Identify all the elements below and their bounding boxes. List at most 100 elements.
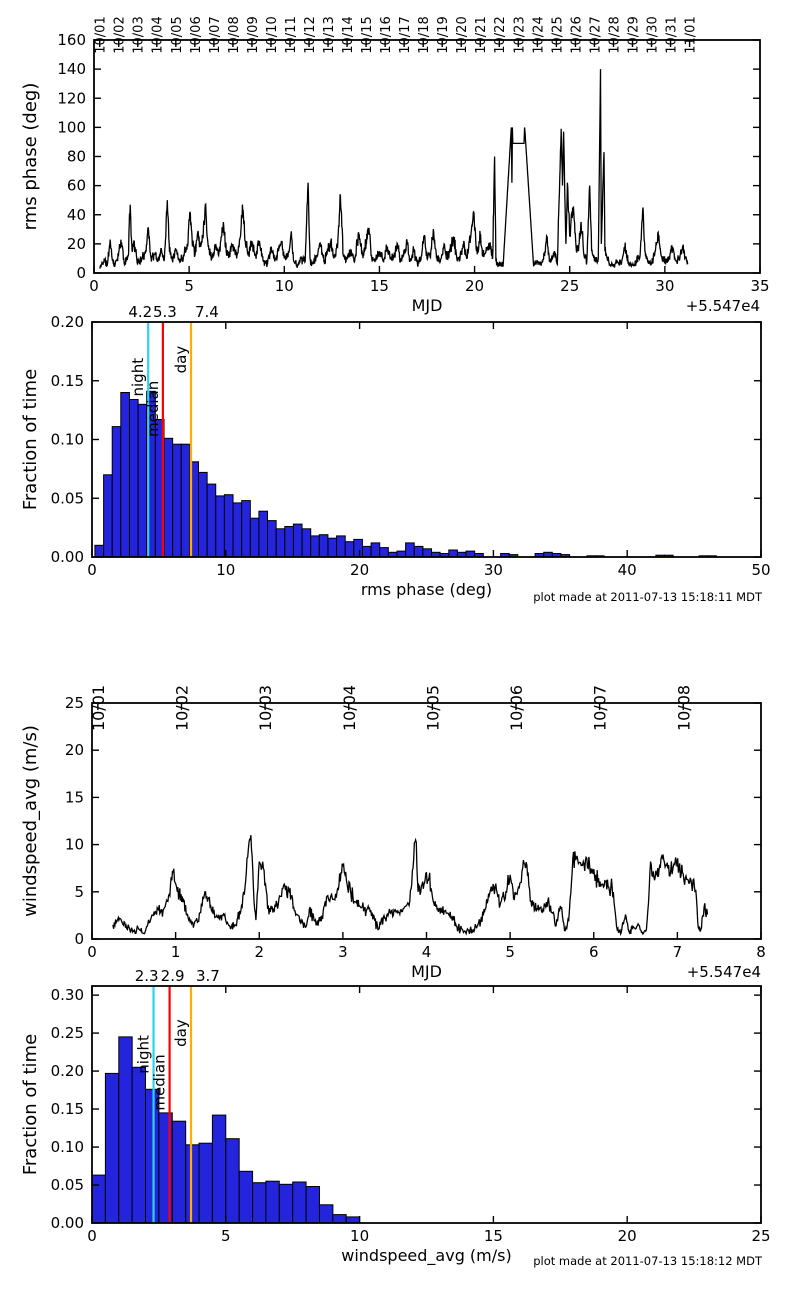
median-name-label: median: [144, 381, 162, 437]
rms-phase-timeseries-ylabel: rms phase (deg): [20, 83, 41, 231]
histogram-bar: [353, 538, 363, 558]
histogram-bar: [215, 495, 225, 558]
histogram-bar: [278, 1183, 294, 1224]
date-tick-label: 10/22: [493, 16, 508, 53]
histogram-bar: [104, 1072, 120, 1224]
histogram-bar: [225, 1138, 240, 1224]
date-tick-label: 10/01: [89, 685, 108, 731]
day-name-label: day: [172, 1019, 190, 1047]
histogram-bar: [362, 545, 372, 558]
histogram-bar: [275, 528, 286, 558]
night-value-label: 4.2: [128, 303, 152, 321]
histogram-bar: [131, 1066, 146, 1224]
histogram-bar: [232, 502, 243, 558]
rms-phase-timeseries-panel: 0 5 10 15 20 25 30 35 0 20 40 60 80 100 120 140 160 10/01…: [20, 16, 770, 315]
y-tick-label: 40: [67, 206, 86, 224]
rms-phase-timeseries-date-axis: 10/01 10/02 10/03 10/04 10/05 10/06 10/07 10/08…: [94, 16, 699, 53]
x-tick-label: 6: [589, 943, 599, 961]
median-marker: 2.9 median: [151, 967, 185, 1223]
date-tick-label: 10/07: [208, 16, 223, 53]
date-tick-label: 10/29: [626, 16, 641, 53]
date-tick-label: 10/04: [151, 16, 166, 53]
rms-phase-timeseries-x-offset-label: +5.547e4: [686, 297, 760, 315]
y-tick-label: 0.10: [51, 431, 84, 449]
date-tick-label: 10/11: [284, 16, 299, 53]
date-tick-label: 10/21: [474, 16, 489, 53]
x-tick-label: 5: [221, 1227, 231, 1245]
y-tick-label: 60: [67, 177, 86, 195]
median-value-label: 5.3: [153, 303, 177, 321]
histogram-bar: [258, 510, 269, 558]
x-tick-label: 15: [484, 1227, 503, 1245]
date-tick-label: 10/03: [256, 685, 275, 731]
histogram-bar: [292, 1181, 307, 1224]
y-tick-label: 0.15: [51, 1100, 84, 1118]
windspeed-timeseries-date-axis: 10/01 10/02 10/03 10/04 10/05 10/06 10/07 10/08: [89, 685, 693, 731]
histogram-bar: [332, 1214, 347, 1224]
date-tick-label: 10/01: [94, 16, 109, 53]
histogram-bar: [238, 1170, 254, 1224]
day-value-label: 3.7: [196, 967, 220, 985]
histogram-bar: [94, 544, 105, 558]
rms-phase-timeseries-series-line: [99, 69, 689, 269]
windspeed-histogram-y-axis: 0.00 0.05 0.10 0.15 0.20 0.25 0.30: [51, 986, 761, 1232]
y-tick-label: 0: [76, 264, 86, 282]
x-tick-label: 35: [750, 277, 769, 295]
day-marker: 7.4 day: [172, 303, 219, 557]
date-tick-label: 10/28: [607, 16, 622, 53]
y-tick-label: 0.00: [51, 548, 84, 566]
date-tick-label: 10/06: [507, 685, 526, 731]
x-tick-label: 15: [370, 277, 389, 295]
histogram-bar: [336, 535, 346, 558]
date-tick-label: 10/05: [170, 16, 185, 53]
y-tick-label: 0.30: [51, 986, 84, 1004]
median-value-label: 2.9: [161, 967, 185, 985]
y-tick-label: 15: [65, 788, 84, 806]
histogram-bar: [223, 494, 234, 558]
x-tick-label: 1: [171, 943, 181, 961]
date-tick-label: 10/06: [189, 16, 204, 53]
y-tick-label: 20: [65, 741, 84, 759]
rms-phase-timeseries-axis-frame: [93, 39, 761, 274]
y-tick-label: 140: [57, 60, 86, 78]
y-tick-label: 0.00: [51, 1214, 84, 1232]
x-tick-label: 40: [618, 561, 637, 579]
histogram-bar: [284, 526, 294, 558]
date-tick-label: 10/07: [591, 685, 610, 731]
day-marker: 3.7 day: [172, 967, 220, 1223]
histogram-bar: [172, 443, 182, 558]
histogram-bar: [405, 542, 415, 558]
y-tick-label: 0.05: [51, 489, 84, 507]
x-tick-label: 3: [338, 943, 348, 961]
day-value-label: 7.4: [195, 303, 219, 321]
x-tick-label: 25: [751, 1227, 770, 1245]
histogram-bar: [301, 528, 312, 558]
x-tick-label: 20: [350, 561, 369, 579]
night-value-label: 2.3: [135, 967, 159, 985]
x-tick-label: 30: [484, 561, 503, 579]
histogram-bar: [206, 483, 217, 558]
date-tick-label: 10/08: [674, 685, 693, 731]
night-marker: 4.2 night: [128, 303, 152, 557]
histogram-bar: [103, 474, 113, 558]
x-tick-label: 0: [87, 561, 97, 579]
rms-phase-histogram-y-axis: 0.00 0.05 0.10 0.15 0.20: [51, 313, 761, 566]
histogram-bar: [422, 548, 433, 558]
rms-histogram-timestamp: plot made at 2011-07-13 15:18:11 MDT: [533, 590, 762, 604]
y-tick-label: 80: [67, 148, 86, 166]
date-tick-label: 10/25: [550, 16, 565, 53]
histogram-bar: [370, 542, 381, 558]
histogram-bar: [310, 535, 320, 558]
y-tick-label: 20: [67, 235, 86, 253]
x-tick-label: 0: [87, 1227, 97, 1245]
date-tick-label: 10/13: [322, 16, 337, 53]
y-tick-label: 10: [65, 836, 84, 854]
rms-phase-timeseries-x-axis: 0 5 10 15 20 25 30 35: [89, 266, 770, 295]
histogram-bar: [379, 547, 389, 558]
windspeed-timeseries-xlabel: MJD: [411, 962, 442, 981]
y-tick-label: 5: [74, 883, 84, 901]
